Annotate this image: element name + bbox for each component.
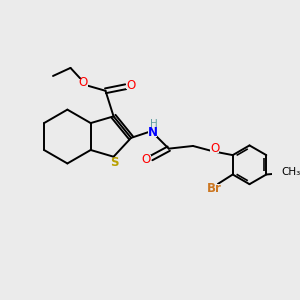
FancyBboxPatch shape bbox=[126, 81, 135, 89]
FancyBboxPatch shape bbox=[210, 145, 219, 153]
FancyBboxPatch shape bbox=[79, 79, 88, 87]
FancyBboxPatch shape bbox=[142, 155, 151, 164]
FancyBboxPatch shape bbox=[109, 158, 119, 167]
FancyBboxPatch shape bbox=[148, 128, 157, 136]
Text: S: S bbox=[110, 156, 118, 169]
Text: H: H bbox=[149, 118, 157, 129]
FancyBboxPatch shape bbox=[150, 120, 157, 127]
FancyBboxPatch shape bbox=[282, 168, 300, 176]
FancyBboxPatch shape bbox=[206, 184, 221, 193]
Text: O: O bbox=[79, 76, 88, 89]
Text: O: O bbox=[126, 79, 135, 92]
Text: CH₃: CH₃ bbox=[281, 167, 300, 177]
Text: Br: Br bbox=[206, 182, 221, 195]
Text: O: O bbox=[210, 142, 219, 155]
Text: N: N bbox=[148, 126, 158, 139]
Text: O: O bbox=[142, 153, 151, 166]
